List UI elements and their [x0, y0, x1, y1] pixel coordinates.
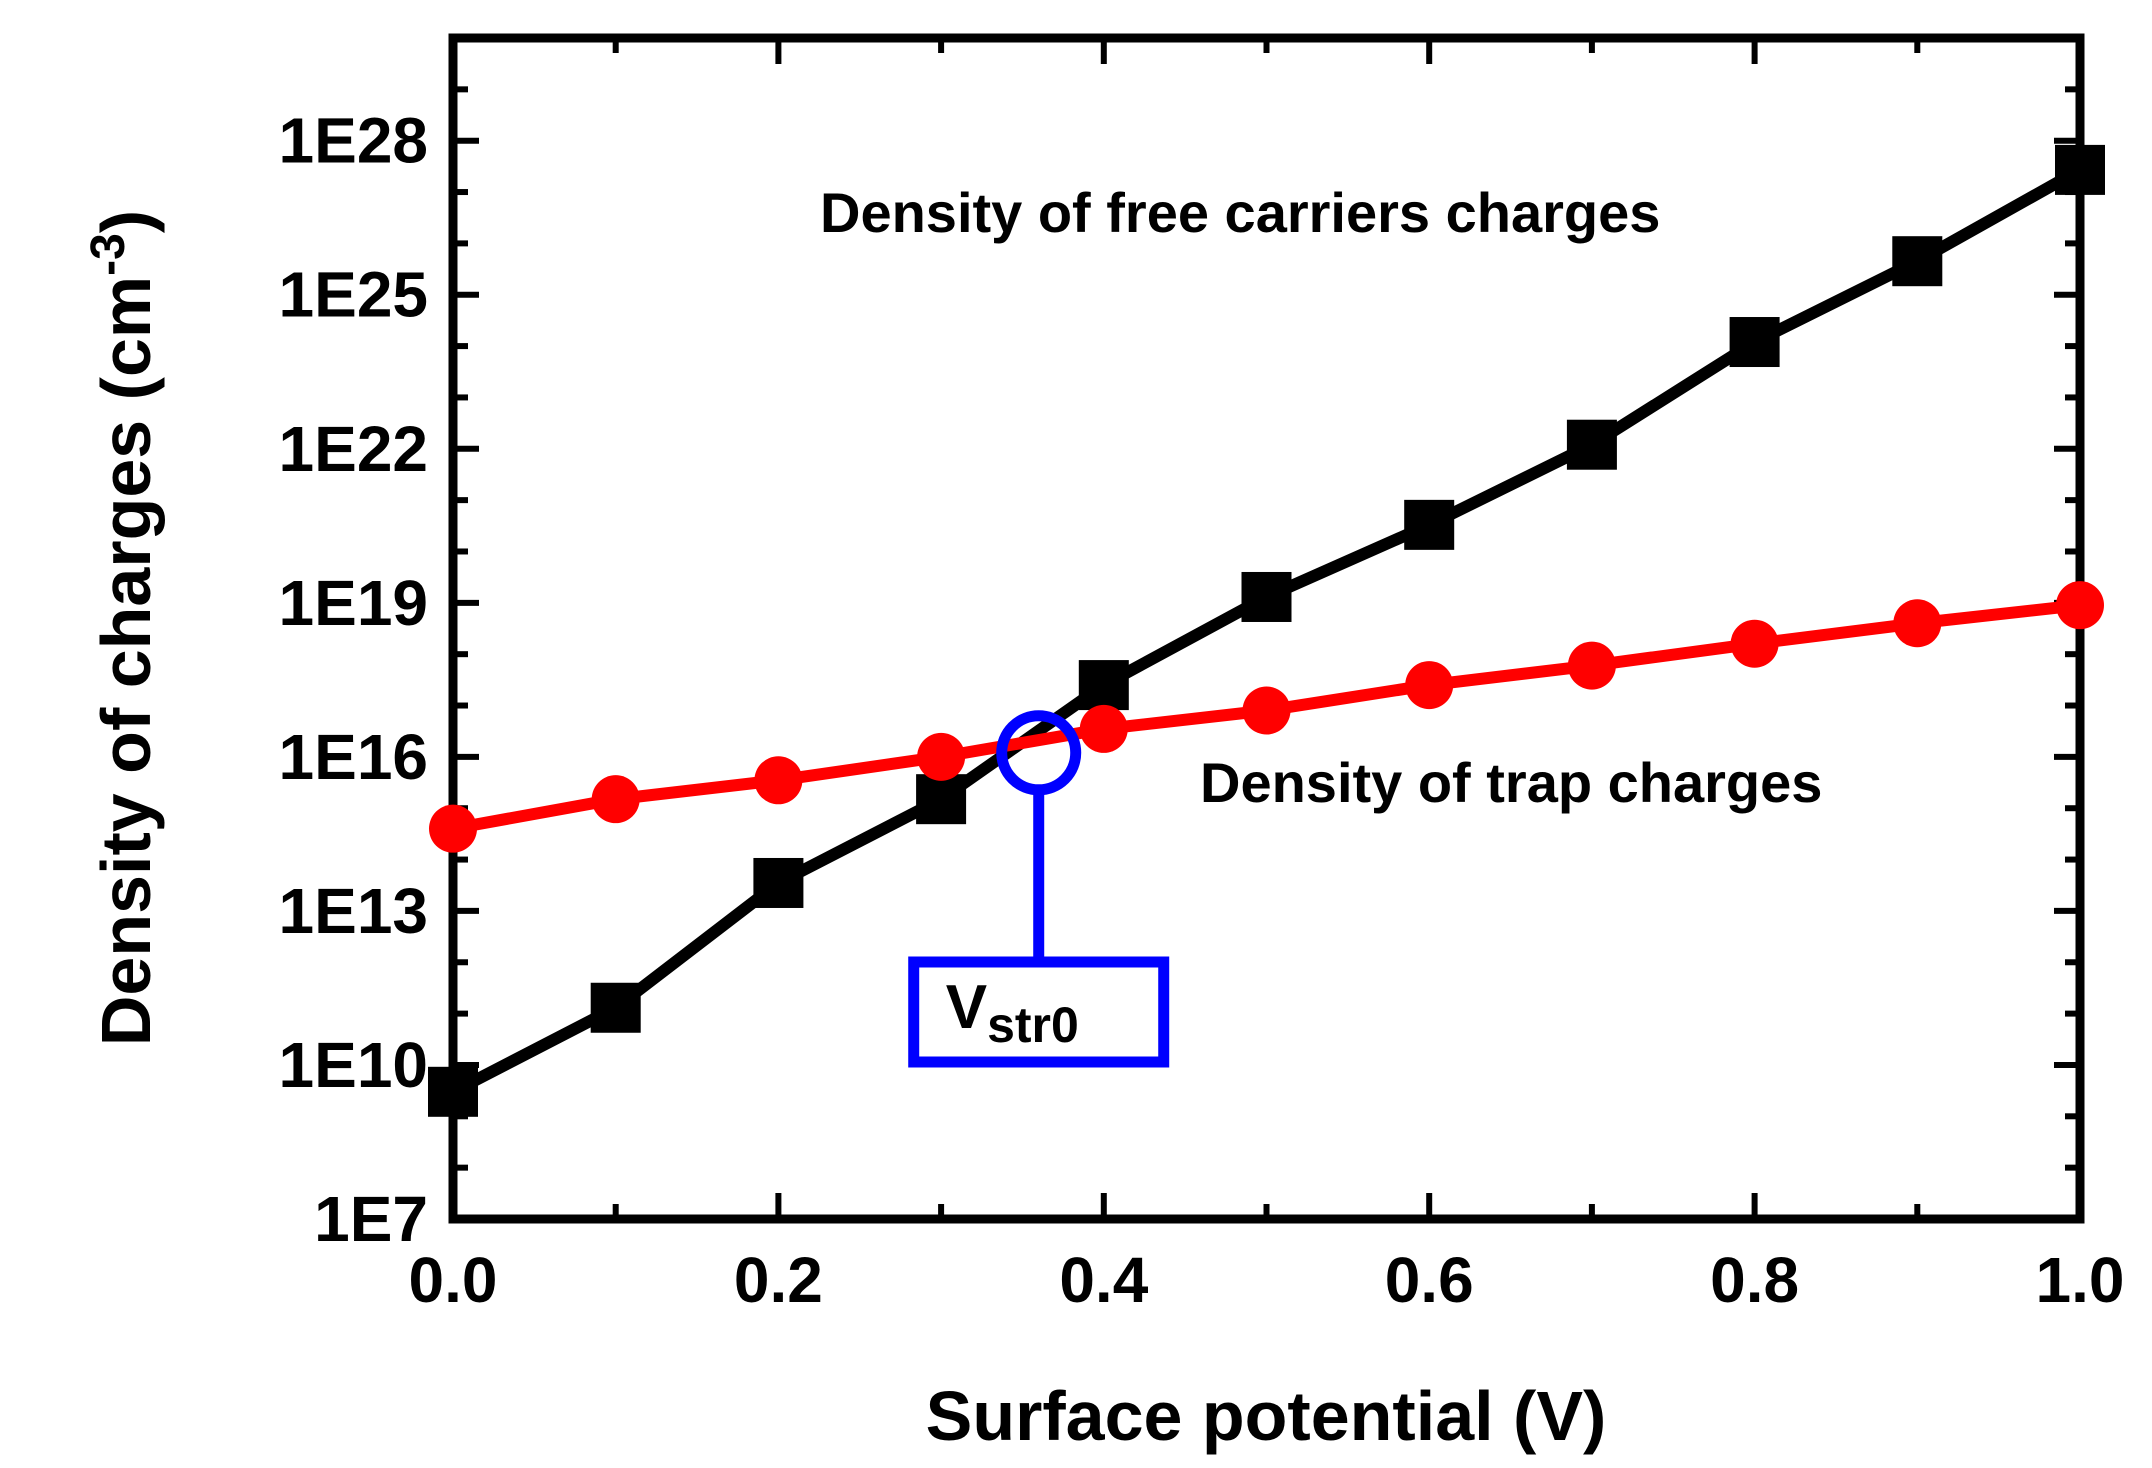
- data-point-trap-charges: [2056, 581, 2104, 630]
- data-point-trap-charges: [591, 775, 640, 824]
- x-tick-label: 0.6: [1385, 1244, 1474, 1316]
- y-tick-label: 1E10: [279, 1029, 428, 1101]
- y-tick-label: 1E19: [279, 567, 428, 639]
- y-tick-label: 1E28: [279, 105, 428, 177]
- x-axis-title: Surface potential (V): [926, 1377, 1607, 1455]
- data-point-trap-charges: [1893, 599, 1942, 648]
- data-point-trap-charges: [754, 756, 803, 805]
- vstr0-label: Vstr0: [946, 973, 1079, 1053]
- y-tick-label: 1E25: [279, 259, 428, 331]
- y-tick-label: 1E16: [279, 721, 428, 793]
- series-label-trap: Density of trap charges: [1200, 751, 1822, 814]
- x-tick-label: 0.8: [1710, 1244, 1799, 1316]
- y-tick-label: 1E13: [279, 875, 428, 947]
- y-axis-title-main: Density of charges (cm: [87, 276, 165, 1046]
- data-point-free-carriers: [2055, 144, 2105, 195]
- vstr0-box: [908, 956, 1170, 1068]
- data-point-free-carriers: [753, 857, 804, 908]
- tick-labels: 0.0 0.2 0.4 0.6 0.8 1.0 1E7 1E10 1E13 1E16 1E19 1E2…: [279, 105, 2125, 1316]
- data-point-free-carriers: [1078, 660, 1129, 711]
- y-tick-label: 1E7: [314, 1183, 428, 1255]
- data-point-free-carriers: [1404, 499, 1455, 550]
- y-axis-title-sup: -3: [82, 233, 135, 276]
- vstr0-label-sub: str0: [987, 997, 1079, 1053]
- data-point-free-carriers: [916, 774, 967, 825]
- x-tick-label: 1.0: [2036, 1244, 2125, 1316]
- data-point-free-carriers: [1892, 236, 1943, 287]
- vstr0-label-main: V: [946, 973, 987, 1042]
- y-tick-label: 1E22: [279, 413, 428, 485]
- series-layer: [428, 144, 2105, 1117]
- data-point-trap-charges: [1079, 704, 1128, 753]
- data-point-free-carriers: [1566, 419, 1617, 470]
- y-axis-title: Density of charges (cm-3): [82, 210, 165, 1046]
- y-axis-title-end: ): [87, 210, 165, 233]
- data-point-free-carriers: [428, 1066, 478, 1117]
- x-tick-label: 0.4: [1059, 1244, 1148, 1316]
- x-tick-label: 0.2: [734, 1244, 823, 1316]
- data-point-free-carriers: [1241, 571, 1292, 622]
- x-tick-label: 0.0: [409, 1244, 498, 1316]
- data-point-trap-charges: [1567, 641, 1616, 690]
- data-point-trap-charges: [917, 732, 966, 781]
- data-point-free-carriers: [1729, 317, 1780, 368]
- data-point-free-carriers: [590, 982, 641, 1033]
- data-point-trap-charges: [1730, 619, 1779, 668]
- series-label-free-carriers: Density of free carriers charges: [820, 181, 1660, 244]
- data-point-trap-charges: [1242, 686, 1291, 735]
- data-point-trap-charges: [1405, 661, 1454, 710]
- data-point-trap-charges: [429, 804, 477, 853]
- vstr0-annotation: Vstr0: [908, 710, 1170, 1068]
